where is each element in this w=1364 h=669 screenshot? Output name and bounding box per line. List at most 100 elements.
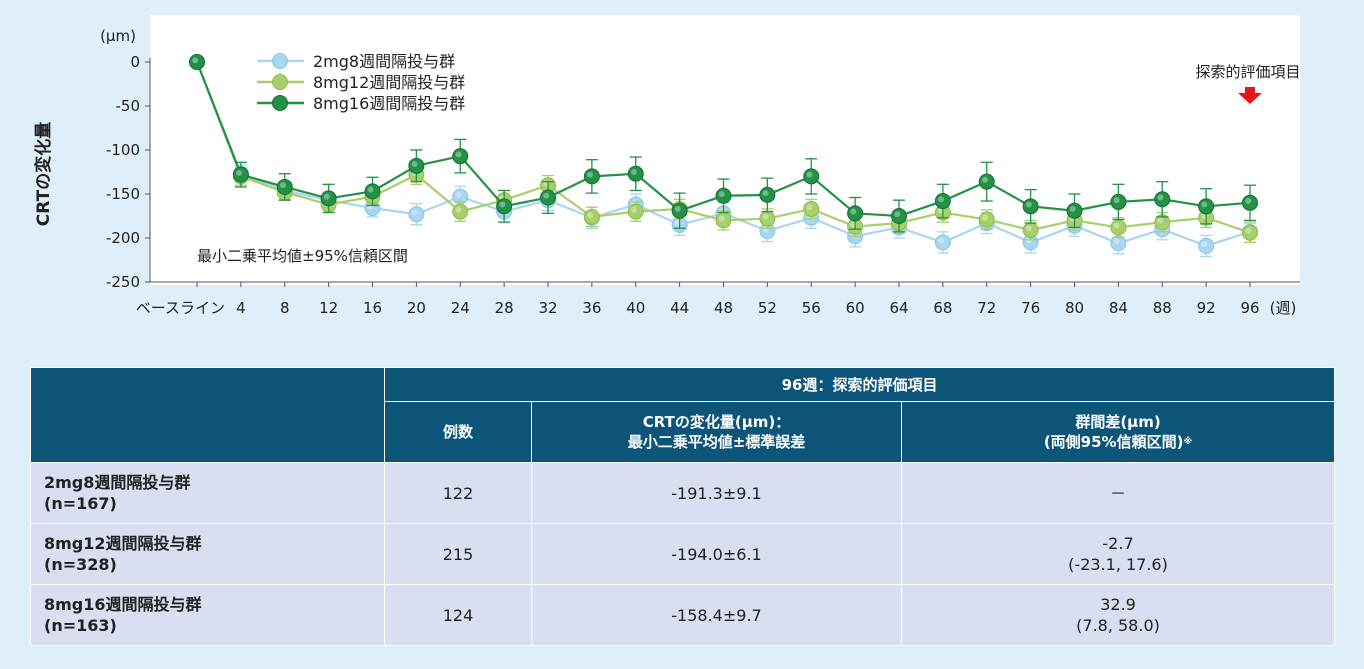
x-tick-label: 44: [670, 299, 689, 317]
table-span-header: 96週：探索的評価項目: [383, 367, 1336, 402]
y-unit-label: (µm): [100, 27, 136, 45]
data-point: [364, 183, 381, 200]
data-point: [232, 166, 249, 183]
data-point: [1022, 198, 1039, 215]
data-point: [759, 186, 776, 203]
data-point: [715, 187, 732, 204]
y-tick-label: -250: [106, 273, 140, 291]
data-point-highlight: [1025, 201, 1032, 208]
data-point: [496, 198, 513, 215]
col-header-n: 例数: [384, 401, 532, 463]
row-diff-ci: (-23.1, 17.6): [1068, 555, 1168, 574]
data-point: [803, 200, 820, 217]
results-table: 96週：探索的評価項目 例数 CRTの変化量(µm)： 最小二乗平均値±標準誤差…: [30, 367, 1336, 646]
row-n-cell: 124: [384, 584, 532, 646]
x-tick-label: 92: [1197, 299, 1216, 317]
data-point-highlight: [587, 212, 594, 219]
data-point: [1242, 224, 1258, 241]
col-header-diff-line2: (両側95%信頼区間)※: [908, 432, 1328, 452]
table-row: 8mg12週間隔投与群 (n=328) 215 -194.0±6.1 -2.7 (-…: [30, 523, 1336, 585]
table-header-row-1: 96週：探索的評価項目: [30, 367, 1336, 463]
x-tick-label: 20: [407, 299, 426, 317]
row-n-cell: 215: [384, 523, 532, 585]
x-tick-label: 36: [582, 299, 601, 317]
data-point-highlight: [323, 193, 330, 200]
data-point-highlight: [1113, 238, 1120, 245]
data-point: [320, 190, 337, 207]
data-point-highlight: [674, 205, 681, 212]
endpoint-label: 探索的評価項目: [1195, 63, 1300, 81]
data-point-highlight: [850, 208, 857, 215]
legend-marker: [272, 74, 288, 90]
data-point-highlight: [455, 206, 462, 213]
col-header-crt: CRTの変化量(µm)： 最小二乗平均値±標準誤差: [531, 401, 902, 463]
row-diff-value: -2.7: [1102, 534, 1134, 553]
data-point-highlight: [630, 168, 637, 175]
data-point: [934, 234, 951, 251]
data-point-highlight: [1201, 241, 1208, 248]
data-point: [978, 173, 995, 190]
row-diff-value: －: [1110, 483, 1127, 503]
x-tick-label: 96: [1240, 299, 1259, 317]
x-tick-label: ベースライン: [136, 299, 225, 317]
x-tick-label: 84: [1109, 299, 1128, 317]
row-crt-cell: -158.4±9.7: [531, 584, 902, 646]
data-point: [583, 208, 600, 225]
legend-marker: [272, 53, 288, 69]
row-diff-cell: －: [900, 462, 1336, 524]
data-point-highlight: [1025, 225, 1032, 232]
data-point-highlight: [1245, 198, 1252, 204]
y-tick-label: 0: [130, 53, 140, 71]
annotation-text: 最小二乗平均値±95%信頼区間: [197, 247, 408, 265]
row-group-n: (n=167): [44, 494, 117, 513]
x-tick-label: 48: [714, 299, 733, 317]
data-point-highlight: [411, 209, 418, 216]
data-point: [934, 193, 951, 210]
x-tick-label: 64: [889, 299, 908, 317]
row-group-n: (n=328): [44, 555, 117, 574]
data-point-highlight: [762, 213, 769, 220]
x-tick-label: 52: [758, 299, 777, 317]
row-diff-cell: 32.9 (7.8, 58.0): [900, 584, 1336, 646]
x-tick-label: 68: [933, 299, 952, 317]
col-header-diff-text: (両側95%信頼区間): [1043, 433, 1184, 451]
data-point: [671, 202, 688, 219]
data-point-highlight: [587, 171, 594, 178]
data-point: [452, 203, 469, 220]
data-point-highlight: [543, 192, 550, 199]
x-tick-label: 4: [236, 299, 246, 317]
x-tick-label: 32: [538, 299, 557, 317]
row-group-cell: 8mg12週間隔投与群 (n=328): [30, 523, 385, 585]
x-unit-label: (週): [1270, 299, 1297, 317]
data-point-highlight: [411, 161, 418, 168]
data-point-highlight: [1245, 227, 1252, 234]
row-crt-cell: -191.3±9.1: [531, 462, 902, 524]
data-point-highlight: [981, 176, 988, 183]
data-point: [891, 208, 907, 224]
row-group-n: (n=163): [44, 616, 117, 635]
data-point: [978, 211, 995, 228]
data-point-highlight: [367, 186, 374, 193]
data-point-highlight: [981, 214, 988, 221]
row-group-cell: 8mg16週間隔投与群 (n=163): [30, 584, 385, 646]
data-point: [803, 168, 820, 185]
data-point: [189, 54, 205, 70]
data-point-highlight: [718, 190, 725, 197]
data-point-highlight: [718, 215, 725, 222]
x-tick-label: 12: [319, 299, 338, 317]
col-header-diff-note: ※: [1183, 437, 1193, 447]
data-point: [1198, 198, 1215, 215]
data-point-highlight: [192, 57, 199, 64]
y-axis-title: CRTの変化量: [33, 122, 54, 226]
x-tick-label: 80: [1065, 299, 1084, 317]
x-tick-label: 56: [802, 299, 821, 317]
x-tick-label: 88: [1153, 299, 1172, 317]
data-point-highlight: [455, 151, 462, 158]
table-row: 2mg8週間隔投与群 (n=167) 122 -191.3±9.1 －: [30, 462, 1336, 524]
y-tick-label: -50: [116, 97, 141, 115]
data-point: [408, 157, 425, 174]
data-point: [276, 178, 293, 195]
row-diff-value: 32.9: [1100, 595, 1136, 614]
data-point-highlight: [894, 211, 901, 218]
data-point-highlight: [499, 201, 506, 208]
